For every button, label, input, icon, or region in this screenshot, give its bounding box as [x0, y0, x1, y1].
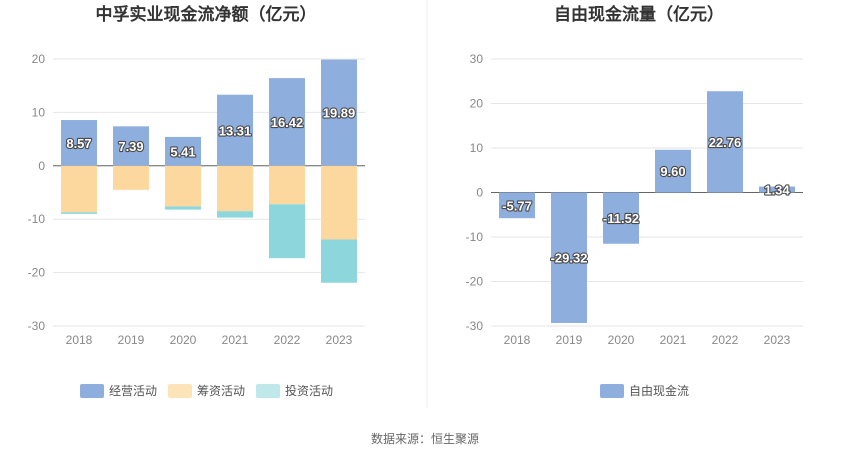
free-cash-flow-chart: 自由现金流量（亿元） -5.77 -29.32 -11.52 9.60 22.76 1.3…	[466, 4, 803, 398]
data-label-operating: 13.31	[219, 123, 252, 138]
legend-label-financing[interactable]: 筹资活动	[197, 384, 245, 398]
free-cash-flow-title: 自由现金流量（亿元）	[554, 4, 724, 25]
net-cash-flow-bars	[61, 59, 357, 283]
x-tick-label: 2021	[222, 333, 249, 347]
bar-free-cash-flow[interactable]	[707, 91, 743, 193]
bar-free-cash-flow[interactable]	[759, 186, 795, 193]
net-cash-flow-axis-ticks: 20 10 0 -10 -20 -30 2018 2019 2020 2021 2022 2023	[28, 52, 353, 347]
x-tick-label: 2023	[764, 333, 791, 347]
x-tick-label: 2018	[504, 333, 531, 347]
bar-operating[interactable]	[321, 59, 357, 166]
y-tick-label: -20	[28, 266, 46, 280]
bar-free-cash-flow[interactable]	[499, 192, 535, 219]
y-tick-label: 0	[476, 186, 483, 200]
data-label-free-cash-flow: 1.34	[764, 183, 790, 198]
free-cash-flow-legend: 自由现金流	[600, 383, 689, 398]
data-label-operating: 8.57	[66, 136, 91, 151]
data-source: 数据来源：恒生聚源	[371, 431, 479, 446]
bar-free-cash-flow[interactable]	[655, 149, 691, 193]
data-label-free-cash-flow: 22.76	[709, 135, 742, 150]
legend-swatch-financing	[168, 384, 192, 398]
bar-financing[interactable]	[269, 165, 305, 205]
bar-investing[interactable]	[269, 204, 305, 259]
net-cash-flow-legend: 经营活动 筹资活动 投资活动	[80, 383, 333, 398]
x-tick-label: 2020	[608, 333, 635, 347]
x-tick-label: 2019	[556, 333, 583, 347]
x-tick-label: 2018	[66, 333, 93, 347]
free-cash-flow-grid	[491, 58, 803, 327]
bar-financing[interactable]	[113, 165, 149, 190]
data-label-operating: 19.89	[323, 106, 356, 121]
bar-operating[interactable]	[165, 136, 201, 166]
y-tick-label: -30	[28, 319, 46, 333]
bar-investing[interactable]	[217, 211, 253, 218]
y-tick-label: 20	[470, 97, 484, 111]
bar-financing[interactable]	[61, 165, 97, 213]
y-tick-label: -10	[466, 230, 484, 244]
legend-swatch-operating	[80, 384, 104, 398]
data-label-operating: 5.41	[170, 144, 195, 159]
y-tick-label: 0	[38, 159, 45, 173]
bar-operating[interactable]	[217, 94, 253, 166]
bar-investing[interactable]	[321, 239, 357, 283]
y-tick-label: -20	[466, 275, 484, 289]
x-tick-label: 2022	[712, 333, 739, 347]
bar-investing[interactable]	[165, 206, 201, 210]
data-label-operating: 16.42	[271, 115, 304, 130]
legend-label-fcf[interactable]: 自由现金流	[629, 383, 689, 398]
free-cash-flow-data-labels: -5.77 -29.32 -11.52 9.60 22.76 1.34	[501, 134, 791, 267]
x-tick-label: 2022	[274, 333, 301, 347]
bar-operating[interactable]	[113, 126, 149, 166]
legend-swatch-investing	[256, 384, 280, 398]
bar-financing[interactable]	[321, 165, 357, 240]
x-tick-label: 2023	[326, 333, 353, 347]
y-tick-label: 10	[32, 105, 46, 119]
data-label-free-cash-flow: 9.60	[660, 164, 685, 179]
legend-swatch-fcf	[600, 384, 624, 398]
net-cash-flow-title: 中孚实业现金流净额（亿元）	[96, 4, 317, 25]
bar-free-cash-flow[interactable]	[551, 192, 587, 323]
net-cash-flow-grid	[53, 58, 365, 327]
net-cash-flow-chart: 中孚实业现金流净额（亿元） 8.57 7.39 5.41 13.31 16.42 19.8…	[28, 4, 365, 398]
data-label-free-cash-flow: -29.32	[551, 251, 588, 266]
free-cash-flow-axis-ticks: 30 20 10 0 -10 -20 -30 2018 2019 2020 2021 2022 2023	[466, 52, 791, 347]
bar-operating[interactable]	[269, 78, 305, 166]
data-label-operating: 7.39	[118, 139, 143, 154]
bar-free-cash-flow[interactable]	[603, 192, 639, 244]
data-label-free-cash-flow: -5.77	[502, 198, 532, 213]
data-label-free-cash-flow: -11.52	[603, 211, 639, 226]
bar-operating[interactable]	[61, 120, 97, 166]
bar-investing[interactable]	[61, 212, 97, 214]
legend-label-investing[interactable]: 投资活动	[285, 383, 333, 398]
x-tick-label: 2021	[660, 333, 687, 347]
x-tick-label: 2019	[118, 333, 145, 347]
net-cash-flow-data-labels: 8.57 7.39 5.41 13.31 16.42 19.89	[65, 105, 356, 161]
y-tick-label: -10	[28, 212, 46, 226]
y-tick-label: -30	[466, 319, 484, 333]
y-tick-label: 20	[32, 52, 46, 66]
x-tick-label: 2020	[170, 333, 197, 347]
bar-financing[interactable]	[217, 165, 253, 212]
y-tick-label: 30	[470, 52, 484, 66]
bar-financing[interactable]	[165, 165, 201, 207]
legend-label-operating[interactable]: 经营活动	[109, 384, 157, 398]
free-cash-flow-bars	[499, 91, 795, 323]
y-tick-label: 10	[470, 141, 484, 155]
